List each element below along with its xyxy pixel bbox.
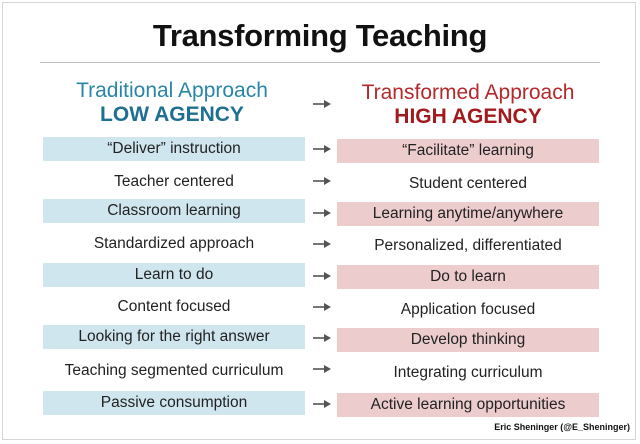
- right-arrow-icon: [313, 177, 331, 185]
- right-arrow-icon: [313, 365, 331, 373]
- right-arrow-icon: [313, 400, 331, 408]
- traditional-item: Looking for the right answer: [43, 325, 305, 349]
- right-arrow-icon: [313, 272, 331, 280]
- title-divider: [40, 62, 600, 63]
- diagram-frame: [2, 2, 636, 440]
- transformed-item: Personalized, differentiated: [374, 237, 562, 254]
- right-arrow-icon: [313, 209, 331, 217]
- transformed-item: Learning anytime/anywhere: [337, 202, 599, 226]
- page-title: Transforming Teaching: [152, 18, 488, 53]
- right-arrow-icon: [313, 334, 331, 342]
- right-arrow-icon: [313, 240, 331, 248]
- traditional-item: “Deliver” instruction: [43, 137, 305, 161]
- right-column-heading: Transformed Approach HIGH AGENCY: [336, 81, 600, 129]
- left-heading-line1: Traditional Approach: [76, 79, 268, 102]
- heading-arrow-icon: [313, 100, 331, 108]
- left-heading-line2: LOW AGENCY: [100, 103, 244, 126]
- traditional-item: Classroom learning: [43, 199, 305, 223]
- transformed-item: Application focused: [400, 301, 536, 318]
- right-arrow-icon: [313, 303, 331, 311]
- transformed-item: Student centered: [408, 175, 528, 192]
- transformed-item: Integrating curriculum: [393, 364, 543, 381]
- traditional-item: Learn to do: [43, 263, 305, 287]
- transformed-item: Develop thinking: [337, 328, 599, 352]
- right-heading-line1: Transformed Approach: [361, 81, 575, 104]
- traditional-item: Content focused: [117, 298, 231, 315]
- transformed-item: “Facilitate” learning: [337, 139, 599, 163]
- traditional-item: Teacher centered: [114, 173, 234, 190]
- transformed-item: Active learning opportunities: [337, 393, 599, 417]
- traditional-item: Standardized approach: [93, 235, 255, 252]
- traditional-item: Teaching segmented curriculum: [64, 362, 284, 379]
- left-column-heading: Traditional Approach LOW AGENCY: [40, 79, 304, 127]
- right-heading-line2: HIGH AGENCY: [394, 105, 542, 128]
- right-arrow-icon: [313, 145, 331, 153]
- author-credit: Eric Sheninger (@E_Sheninger): [494, 422, 630, 432]
- traditional-item: Passive consumption: [43, 391, 305, 415]
- transformed-item: Do to learn: [337, 265, 599, 289]
